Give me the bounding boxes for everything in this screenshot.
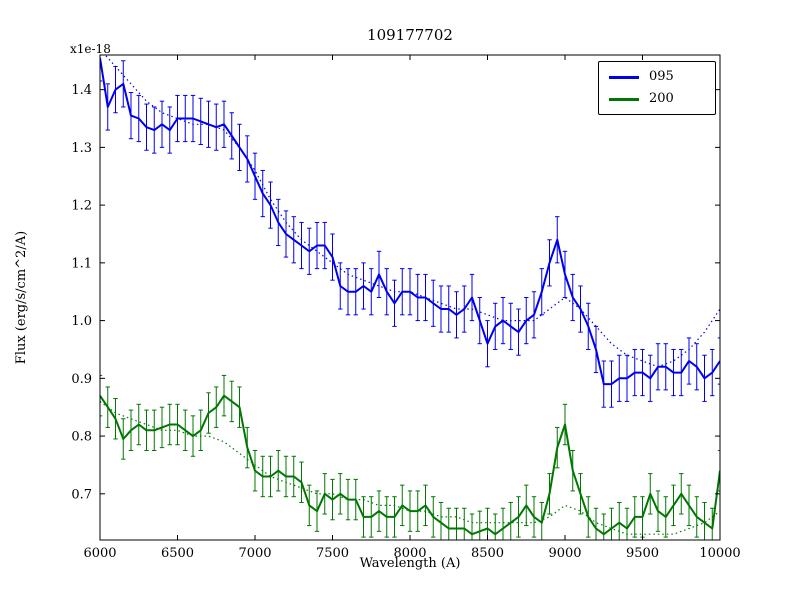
- legend-entry-095: 095: [599, 66, 715, 88]
- y-axis-offset-label: x1e-18: [70, 42, 111, 56]
- legend: 095 200: [598, 61, 716, 115]
- svg-text:1.3: 1.3: [71, 141, 92, 156]
- svg-text:9500: 9500: [626, 546, 659, 561]
- legend-label-200: 200: [649, 91, 674, 106]
- legend-line-swatch-095: [609, 75, 639, 79]
- legend-line-swatch-200: [609, 97, 639, 101]
- chart-title: 109177702: [367, 26, 453, 44]
- svg-text:1.2: 1.2: [71, 199, 92, 214]
- svg-text:0.7: 0.7: [71, 487, 92, 502]
- svg-text:1.4: 1.4: [71, 83, 92, 98]
- legend-label-095: 095: [649, 69, 674, 84]
- svg-text:7000: 7000: [238, 546, 271, 561]
- svg-text:10000: 10000: [699, 546, 740, 561]
- svg-text:0.8: 0.8: [71, 430, 92, 445]
- legend-entry-200: 200: [599, 88, 715, 110]
- svg-text:1.0: 1.0: [71, 314, 92, 329]
- svg-text:8000: 8000: [393, 546, 426, 561]
- x-axis-label: Wavelength (A): [359, 556, 461, 571]
- svg-text:6500: 6500: [161, 546, 194, 561]
- svg-text:0.9: 0.9: [71, 372, 92, 387]
- y-axis-label: Flux (erg/s/cm^2/A): [14, 230, 29, 365]
- svg-text:7500: 7500: [316, 546, 349, 561]
- svg-text:1.1: 1.1: [71, 256, 92, 271]
- svg-text:9000: 9000: [548, 546, 581, 561]
- svg-text:6000: 6000: [83, 546, 116, 561]
- svg-text:8500: 8500: [471, 546, 504, 561]
